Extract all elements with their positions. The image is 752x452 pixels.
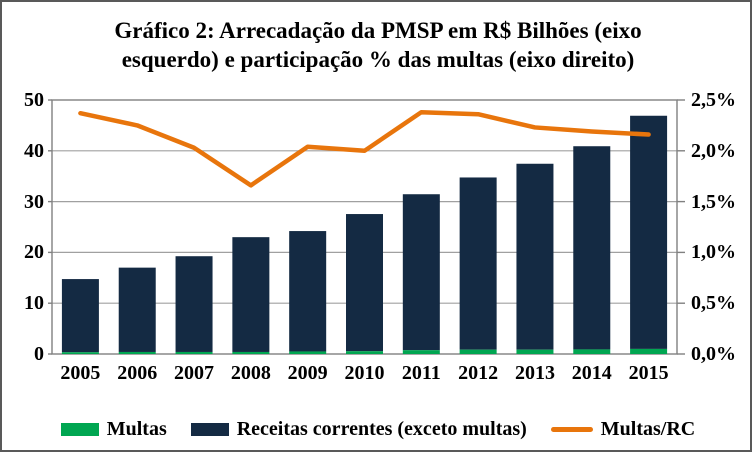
bar-multas-2012 (459, 349, 497, 354)
x-axis-label-2013: 2013 (514, 362, 555, 384)
x-axis-label-2006: 2006 (117, 362, 158, 384)
x-axis-label-2012: 2012 (458, 362, 499, 384)
bar-multas-2009 (289, 351, 327, 354)
bar-multas-2008 (232, 351, 270, 354)
legend-label-receitas: Receitas correntes (exceto multas) (236, 418, 527, 440)
left-axis-tick-label: 10 (24, 292, 44, 315)
bar-receitas-2014 (573, 146, 611, 350)
legend-item-multas-rc: Multas/RC (550, 418, 696, 441)
bar-receitas-2012 (459, 177, 497, 350)
bar-receitas-2013 (516, 163, 554, 350)
right-axis-tick-label: 0,5% (691, 292, 736, 315)
bar-multas-2013 (516, 349, 554, 354)
right-axis-tick-label: 2,0% (691, 139, 736, 162)
right-axis-tick-label: 1,5% (691, 190, 736, 213)
bar-multas-2007 (175, 351, 213, 354)
bar-receitas-2007 (175, 256, 213, 352)
bar-multas-2014 (573, 349, 611, 354)
chart-title-line2: esquerdo) e participação % das multas (e… (121, 47, 635, 72)
x-axis-label-2007: 2007 (174, 362, 215, 384)
x-axis-label-2010: 2010 (344, 362, 385, 384)
bar-multas-2015 (630, 348, 668, 354)
receitas-swatch-icon (190, 423, 229, 436)
bar-multas-2006 (118, 351, 156, 354)
left-axis-tick-label: 0 (34, 343, 44, 365)
left-axis-tick-label: 30 (24, 190, 44, 213)
bar-receitas-2006 (118, 267, 156, 352)
legend-item-receitas: Receitas correntes (exceto multas) (190, 418, 527, 441)
right-axis-tick-label: 2,5% (691, 89, 736, 111)
bar-multas-2005 (61, 352, 99, 354)
right-axis-tick-label: 1,0% (691, 241, 736, 264)
bar-multas-2011 (402, 350, 440, 354)
x-axis-label-2015: 2015 (628, 362, 669, 384)
line-multas-rc (78, 109, 651, 188)
right-axis-tick-label: 0,0% (691, 343, 736, 365)
x-axis-label-2014: 2014 (571, 362, 612, 384)
chart-title-line1: Gráfico 2: Arrecadação da PMSP em R$ Bil… (114, 18, 642, 43)
left-axis-tick-label: 40 (24, 139, 44, 162)
legend-label-multas-rc: Multas/RC (600, 418, 696, 440)
multas-swatch-icon (60, 423, 99, 436)
bar-receitas-2008 (232, 237, 270, 352)
x-axis-label-2005: 2005 (60, 362, 101, 384)
bar-receitas-2010 (346, 214, 383, 352)
chart-title: Gráfico 2: Arrecadação da PMSP em R$ Bil… (2, 16, 750, 74)
x-axis-label-2011: 2011 (401, 362, 441, 384)
bar-receitas-2015 (630, 115, 668, 349)
legend-label-multas: Multas (106, 418, 167, 440)
left-axis-tick-label: 50 (24, 89, 44, 111)
multas-rc-line-swatch-icon (550, 427, 593, 432)
x-axis-label-2008: 2008 (230, 362, 271, 384)
x-axis-label-2009: 2009 (287, 362, 328, 384)
legend-item-multas: Multas (60, 418, 167, 441)
left-axis-tick-label: 20 (24, 241, 44, 264)
bar-receitas-2009 (289, 231, 327, 352)
bar-receitas-2011 (402, 194, 440, 351)
legend: Multas Receitas correntes (exceto multas… (2, 418, 750, 441)
bar-receitas-2005 (61, 279, 99, 353)
bar-multas-2010 (346, 351, 383, 354)
